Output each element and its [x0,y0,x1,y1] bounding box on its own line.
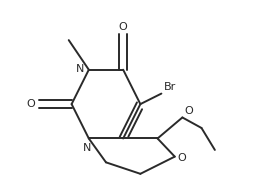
Text: O: O [27,99,35,109]
Text: N: N [76,64,84,74]
Text: O: O [184,106,193,116]
Text: Br: Br [164,82,177,92]
Text: O: O [119,23,128,32]
Text: N: N [83,143,91,153]
Text: O: O [178,153,186,163]
